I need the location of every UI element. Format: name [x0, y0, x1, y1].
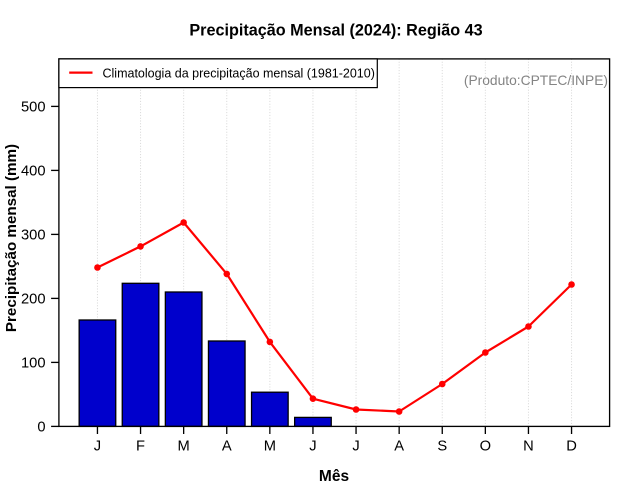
- svg-text:100: 100: [21, 356, 46, 372]
- svg-text:Mês: Mês: [319, 468, 349, 485]
- svg-text:F: F: [136, 439, 145, 455]
- svg-text:400: 400: [21, 164, 46, 180]
- svg-text:J: J: [352, 439, 359, 455]
- svg-text:D: D: [566, 439, 577, 455]
- svg-text:(Produto:CPTEC/INPE): (Produto:CPTEC/INPE): [464, 73, 608, 88]
- svg-text:S: S: [437, 439, 447, 455]
- svg-text:Climatologia da precipitação m: Climatologia da precipitação mensal (198…: [103, 67, 375, 81]
- svg-text:A: A: [222, 439, 232, 455]
- svg-text:M: M: [178, 439, 190, 455]
- svg-text:300: 300: [21, 228, 46, 244]
- svg-text:200: 200: [21, 292, 46, 308]
- svg-text:J: J: [94, 439, 101, 455]
- svg-text:A: A: [394, 439, 404, 455]
- svg-text:Precipitação mensal (mm): Precipitação mensal (mm): [3, 144, 20, 332]
- svg-text:J: J: [309, 439, 316, 455]
- svg-text:M: M: [264, 439, 276, 455]
- svg-text:N: N: [523, 439, 534, 455]
- svg-text:0: 0: [37, 420, 45, 436]
- svg-text:Precipitação Mensal (2024): Re: Precipitação Mensal (2024): Região 43: [189, 22, 482, 40]
- svg-text:O: O: [480, 439, 491, 455]
- svg-text:500: 500: [21, 100, 46, 116]
